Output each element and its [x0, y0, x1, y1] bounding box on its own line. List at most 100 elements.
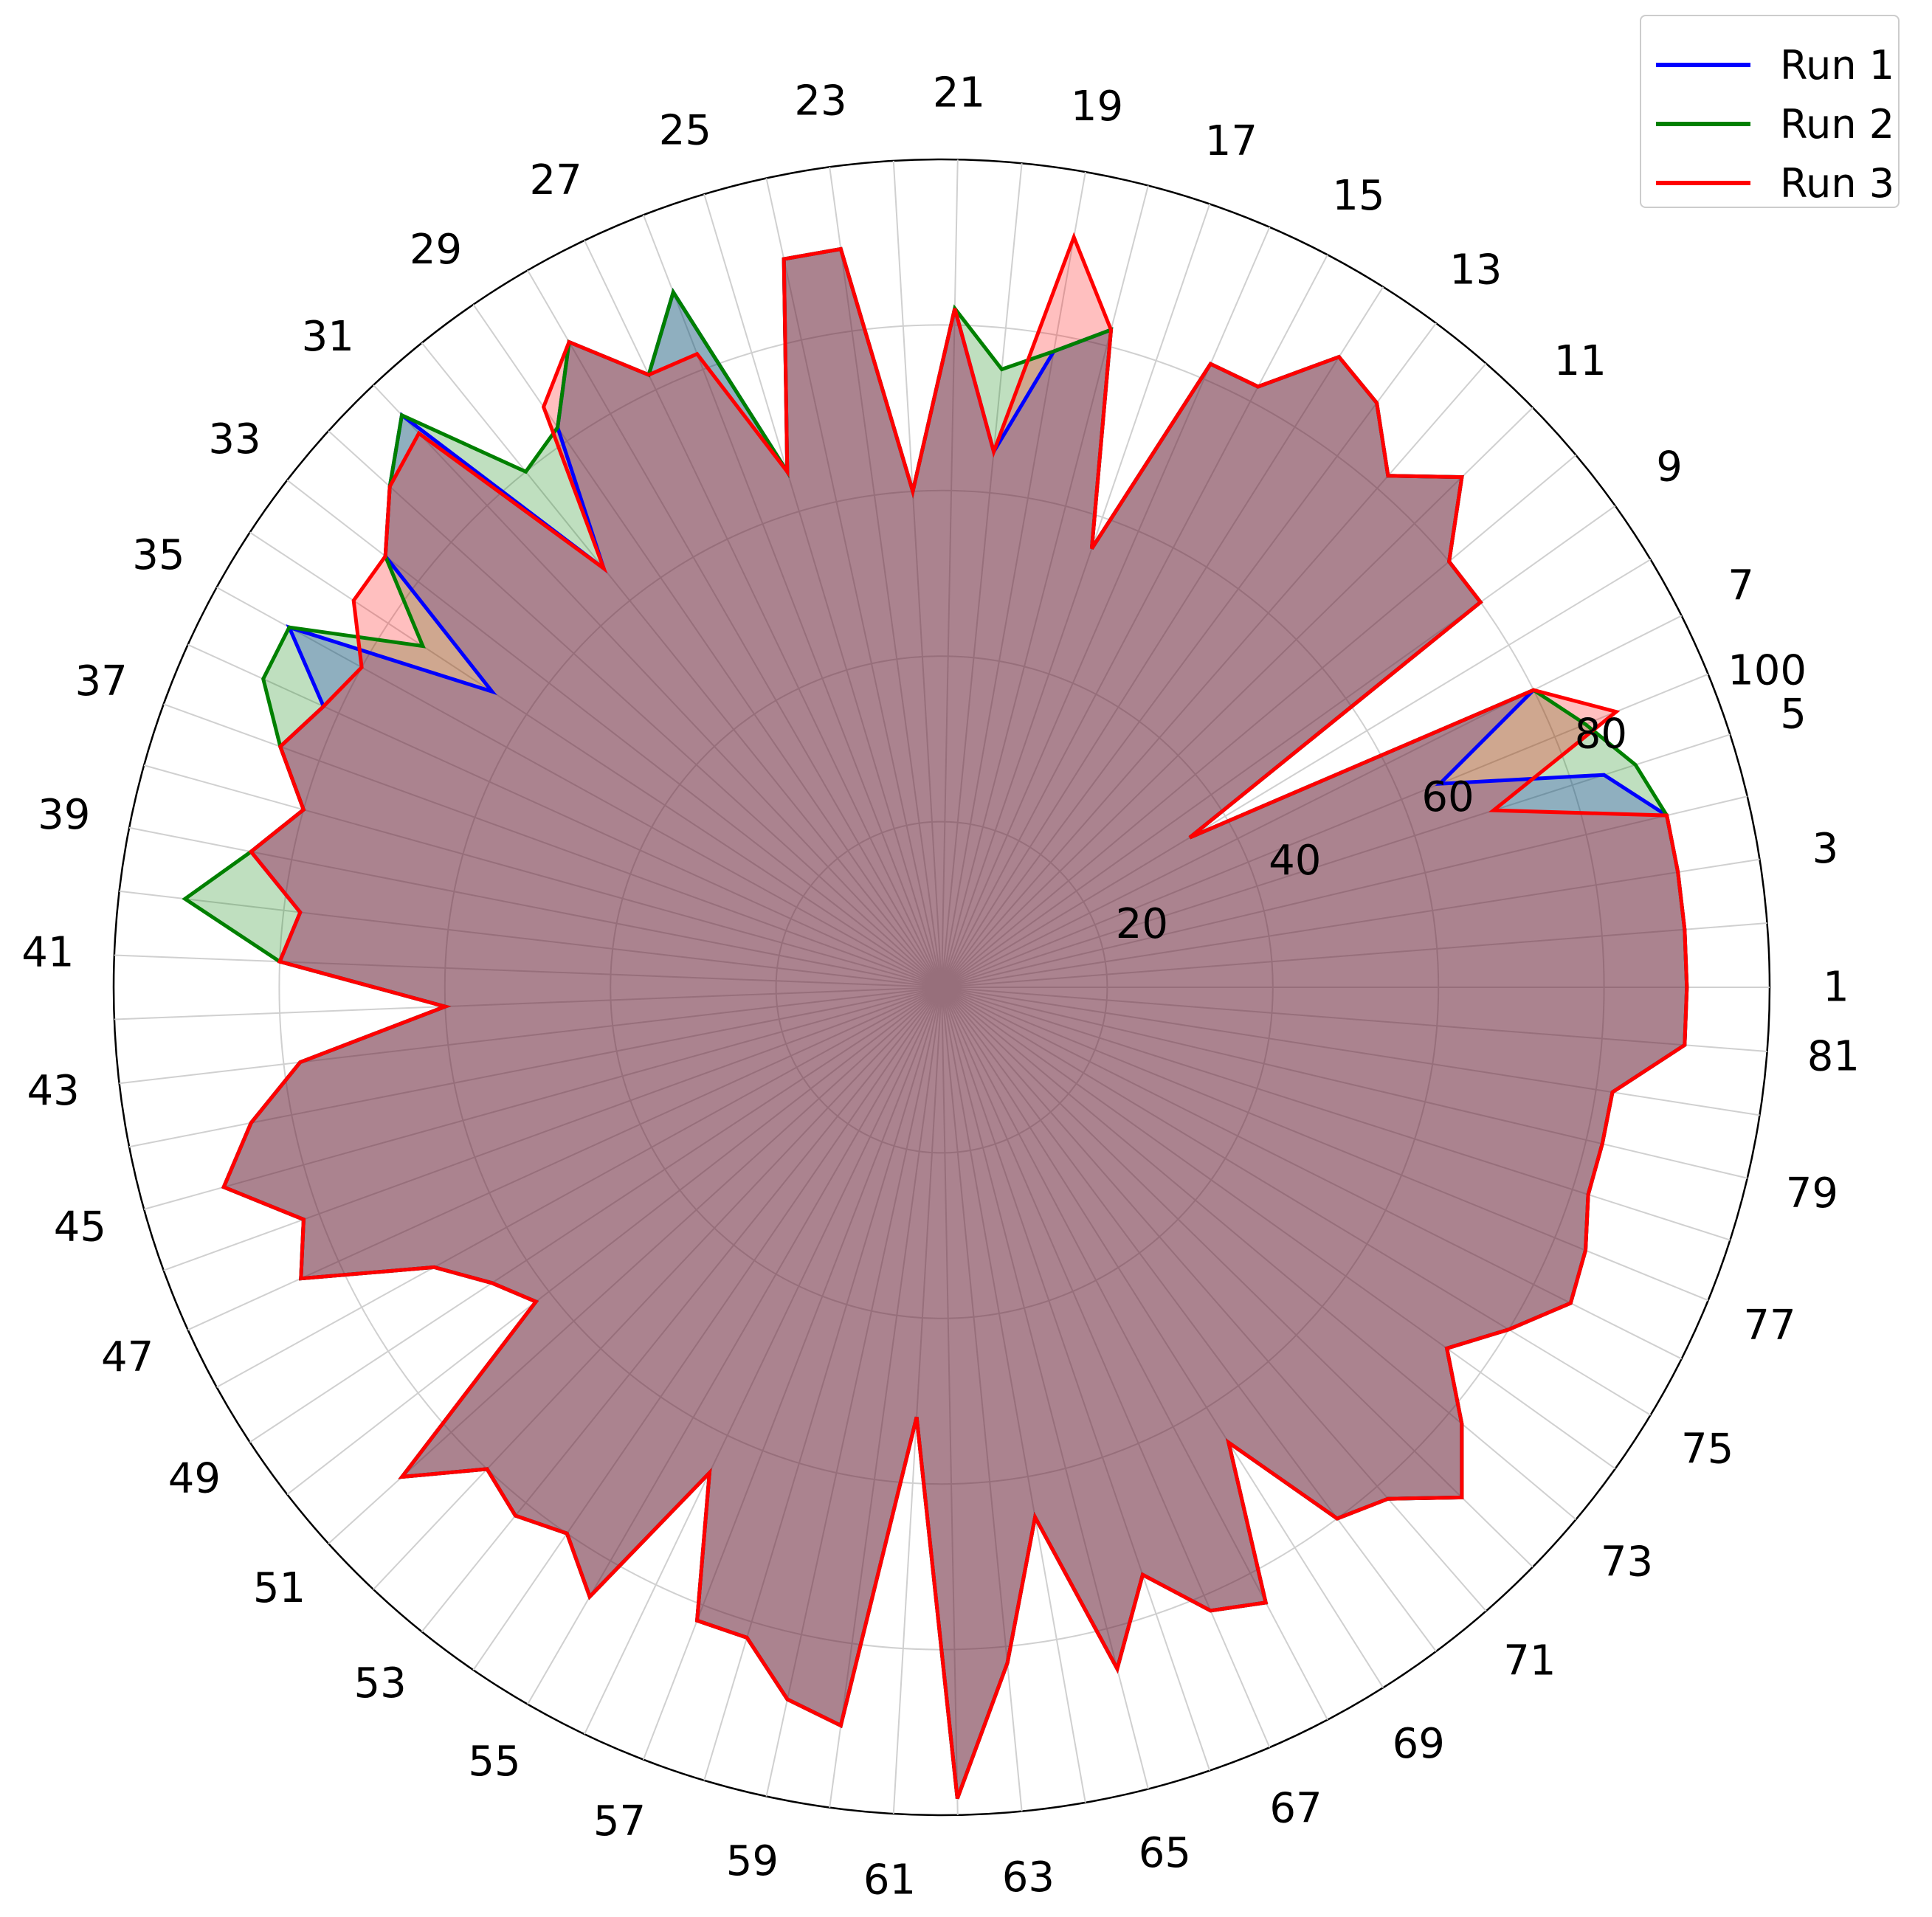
radial-tick-label: 60 [1421, 773, 1474, 821]
grid-spoke [941, 987, 1616, 1470]
grid-spoke [941, 204, 1211, 988]
grid-spoke [829, 167, 942, 988]
grid-spoke [373, 384, 942, 988]
category-tick-label: 59 [726, 1837, 779, 1885]
category-tick-label: 7 [1728, 562, 1754, 610]
grid-spoke [941, 455, 1577, 988]
grid-spoke [941, 987, 1211, 1771]
legend-label-run-3: Run 3 [1780, 159, 1895, 207]
category-tick-label: 27 [530, 156, 582, 204]
grid-spoke [584, 240, 942, 988]
grid-spoke [941, 987, 1652, 1416]
grid-spoke [163, 987, 942, 1271]
legend-label-run-1: Run 1 [1780, 41, 1895, 89]
radial-tick-label: 40 [1269, 837, 1321, 885]
legend-swatch-run-3 [1656, 181, 1750, 185]
grid-spoke [941, 987, 1023, 1811]
grid-spoke [941, 615, 1683, 988]
grid-spoke [941, 987, 1086, 1803]
grid-spoke [128, 987, 942, 1148]
grid-spoke [765, 178, 942, 988]
category-tick-label: 55 [468, 1738, 520, 1786]
radial-tick-label: 20 [1116, 900, 1168, 948]
category-tick-label: 47 [101, 1333, 153, 1381]
grid-spoke [941, 185, 1149, 988]
grid-spoke [527, 269, 942, 988]
category-tick-label: 11 [1554, 337, 1607, 385]
category-tick-label: 29 [410, 226, 462, 274]
series-fill-run-3 [224, 237, 1687, 1799]
grid-spoke [472, 304, 942, 988]
grid-spoke [119, 987, 942, 1085]
grid-spoke [941, 987, 1709, 1302]
grid-spoke [527, 987, 942, 1705]
grid-spoke [143, 764, 942, 988]
category-tick-label: 73 [1601, 1538, 1653, 1586]
grid-spoke [941, 163, 1023, 988]
grid-spoke [941, 673, 1709, 988]
grid-spoke [584, 987, 942, 1735]
grid-spoke [703, 193, 942, 988]
grid-spoke [373, 987, 942, 1590]
grid-spoke [328, 987, 942, 1544]
grid-spoke [765, 987, 942, 1797]
grid-spoke [941, 987, 1767, 1052]
category-tick-label: 17 [1205, 117, 1257, 165]
grid-spoke [187, 987, 942, 1331]
grid-spoke [472, 987, 942, 1671]
category-tick-label: 49 [168, 1455, 221, 1503]
category-tick-label: 71 [1503, 1637, 1556, 1685]
grid-spoke [941, 407, 1533, 988]
grid-spoke [119, 890, 942, 988]
grid-spoke [703, 987, 942, 1781]
grid-spoke [941, 987, 1760, 1116]
legend-item-run-2: Run 2 [1656, 94, 1894, 153]
category-tick-label: 79 [1786, 1170, 1838, 1217]
category-tick-label: 69 [1393, 1720, 1445, 1768]
grid-spoke [941, 987, 1731, 1241]
grid-spoke [216, 587, 942, 988]
category-tick-label: 25 [659, 106, 711, 154]
grid-spoke [143, 987, 942, 1210]
radial-tick-label: 100 [1728, 646, 1807, 694]
grid-spoke [941, 987, 1149, 1789]
category-tick-label: 81 [1807, 1032, 1860, 1080]
legend-label-run-2: Run 2 [1780, 100, 1895, 148]
grid-spoke [892, 160, 942, 988]
radar-labels: 1357911131517192123252729313335373941434… [21, 69, 1860, 1904]
grid-spoke [941, 922, 1767, 988]
category-tick-label: 21 [933, 69, 985, 117]
grid-spoke [941, 987, 1683, 1360]
grid-spoke [941, 159, 959, 988]
legend-item-run-3: Run 3 [1656, 153, 1894, 213]
grid-spoke [286, 987, 942, 1496]
grid-spoke [163, 703, 942, 988]
category-tick-label: 19 [1071, 83, 1123, 131]
grid-spoke [249, 987, 942, 1443]
grid-spoke [892, 987, 942, 1814]
grid-spoke [941, 987, 1384, 1688]
grid-spoke [941, 987, 1748, 1179]
grid-spoke [642, 987, 942, 1761]
category-tick-label: 37 [75, 657, 127, 705]
grid-spoke [941, 171, 1086, 988]
radar-series [182, 232, 1689, 1800]
category-tick-label: 31 [302, 313, 354, 361]
category-tick-label: 45 [54, 1203, 106, 1251]
series-fill-run-2 [184, 249, 1687, 1799]
grid-spoke [941, 987, 959, 1815]
grid-spoke [114, 987, 942, 1020]
grid-spoke [941, 254, 1328, 988]
legend-swatch-run-1 [1656, 63, 1750, 67]
category-tick-label: 13 [1449, 246, 1502, 294]
category-tick-label: 77 [1743, 1302, 1795, 1350]
grid-spoke [187, 643, 942, 988]
grid-spoke [941, 987, 1533, 1568]
grid-spoke [941, 987, 1487, 1612]
grid-spoke [941, 227, 1271, 988]
category-tick-label: 53 [353, 1659, 406, 1707]
legend-swatch-run-2 [1656, 122, 1750, 126]
grid-spoke [941, 987, 1437, 1652]
grid-spoke [941, 559, 1652, 988]
